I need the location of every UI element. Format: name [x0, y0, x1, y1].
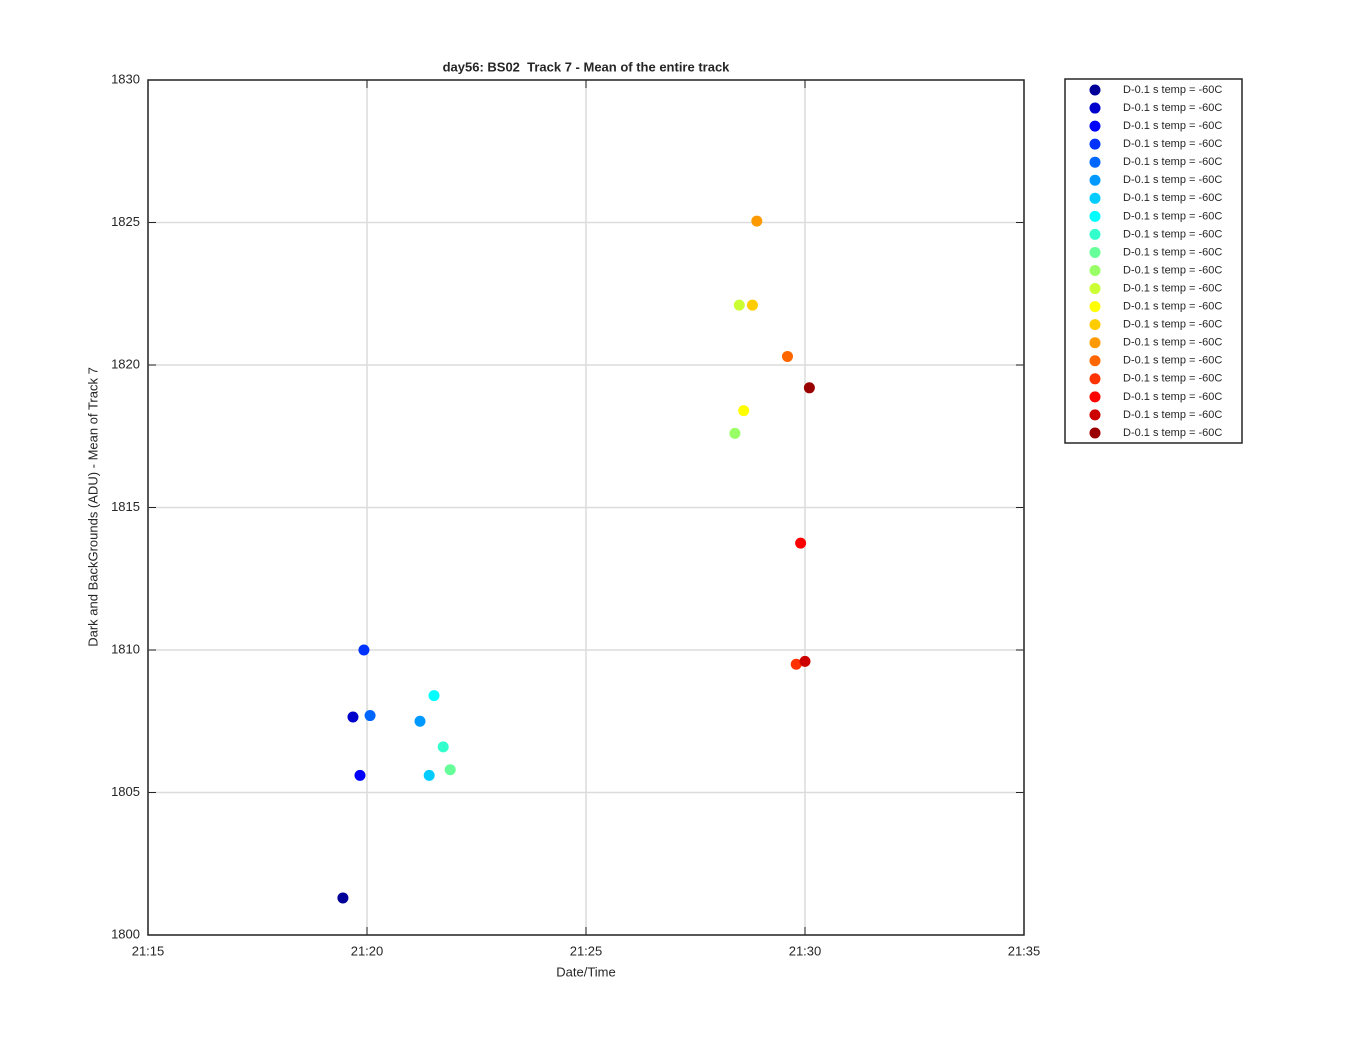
y-axis-label: Dark and BackGrounds (ADU) - Mean of Tra…	[85, 367, 100, 647]
legend-label: D-0.1 s temp = -60C	[1123, 373, 1222, 385]
legend-marker	[1089, 427, 1101, 439]
legend: D-0.1 s temp = -60C D-0.1 s temp = -60C D-…	[1064, 78, 1243, 444]
legend-marker	[1089, 265, 1101, 276]
y-tick-label: 1830	[111, 71, 140, 86]
legend-marker	[1089, 301, 1101, 313]
legend-marker	[1089, 120, 1101, 132]
legend-label: D-0.1 s temp = -60C	[1123, 138, 1222, 150]
plot-frame	[147, 79, 1025, 936]
legend-marker	[1089, 319, 1101, 331]
x-tick-label: 21:20	[351, 943, 384, 958]
legend-label: D-0.1 s temp = -60C	[1123, 282, 1222, 294]
legend-label: D-0.1 s temp = -60C	[1123, 337, 1222, 349]
legend-label: D-0.1 s temp = -60C	[1123, 264, 1222, 276]
legend-marker	[1089, 228, 1101, 240]
point	[795, 537, 807, 549]
y-tick-label: 1815	[111, 499, 140, 514]
chart-title: day56: BS02 Track 7 - Mean of the entire…	[443, 59, 731, 74]
legend-label: D-0.1 s temp = -60C	[1123, 246, 1222, 258]
point	[428, 690, 440, 702]
legend-label: D-0.1 s temp = -60C	[1123, 174, 1222, 186]
y-tick-label: 1825	[111, 214, 140, 229]
legend-marker	[1089, 174, 1101, 186]
legend-marker	[1089, 355, 1101, 367]
point	[423, 769, 435, 781]
x-tick-label: 21:35	[1008, 943, 1041, 958]
point	[729, 427, 741, 439]
y-tick-label: 1805	[111, 784, 140, 799]
point	[803, 382, 815, 394]
point	[347, 711, 359, 723]
legend-marker	[1089, 409, 1101, 421]
legend-marker	[1089, 337, 1101, 349]
point	[733, 299, 745, 311]
point	[746, 299, 758, 311]
legend-marker	[1089, 246, 1101, 258]
x-axis-label: Date/Time	[556, 964, 615, 979]
point	[437, 741, 449, 753]
legend-marker	[1089, 391, 1101, 403]
legend-label: D-0.1 s temp = -60C	[1123, 427, 1222, 439]
legend-marker	[1089, 192, 1101, 204]
legend-box	[1064, 78, 1243, 444]
point	[337, 892, 349, 904]
y-tick-label: 1810	[111, 641, 140, 656]
point	[790, 658, 802, 670]
point	[358, 644, 370, 656]
point	[781, 350, 793, 362]
legend-label: D-0.1 s temp = -60C	[1123, 102, 1222, 114]
point	[444, 764, 456, 776]
legend-label: D-0.1 s temp = -60C	[1123, 192, 1222, 204]
legend-label: D-0.1 s temp = -60C	[1123, 228, 1222, 240]
legend-label: D-0.1 s temp = -60C	[1123, 301, 1222, 313]
legend-label: D-0.1 s temp = -60C	[1123, 355, 1222, 367]
legend-marker	[1089, 373, 1101, 385]
legend-label: D-0.1 s temp = -60C	[1123, 391, 1222, 403]
point	[799, 655, 811, 667]
legend-marker	[1089, 84, 1101, 96]
x-tick-label: 21:25	[570, 943, 603, 958]
legend-label: D-0.1 s temp = -60C	[1123, 156, 1222, 168]
legend-marker	[1089, 283, 1101, 295]
legend-label: D-0.1 s temp = -60C	[1123, 210, 1222, 222]
x-tick-label: 21:15	[132, 943, 165, 958]
y-tick-label: 1820	[111, 356, 140, 371]
point	[751, 215, 763, 227]
y-tick-label: 1800	[111, 926, 140, 941]
legend-marker	[1089, 156, 1101, 168]
legend-marker	[1089, 102, 1101, 114]
legend-marker	[1089, 210, 1101, 222]
point	[354, 769, 366, 781]
legend-label: D-0.1 s temp = -60C	[1123, 319, 1222, 331]
point	[414, 715, 426, 727]
legend-label: D-0.1 s temp = -60C	[1123, 409, 1222, 421]
legend-label: D-0.1 s temp = -60C	[1123, 84, 1222, 96]
point	[738, 405, 750, 417]
point	[364, 710, 376, 722]
legend-marker	[1089, 138, 1101, 150]
x-tick-label: 21:30	[789, 943, 822, 958]
legend-label: D-0.1 s temp = -60C	[1123, 120, 1222, 132]
